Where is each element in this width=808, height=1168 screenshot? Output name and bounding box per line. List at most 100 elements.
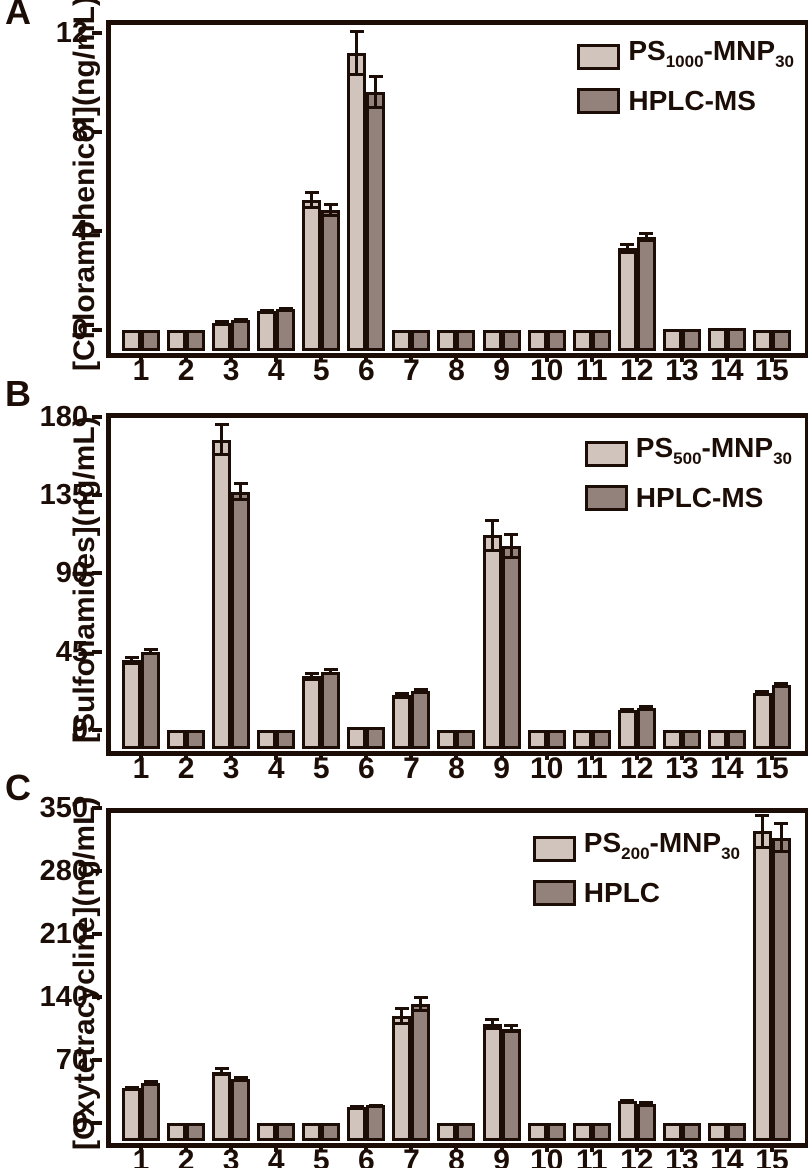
bar-hplc-cat14 <box>726 1123 746 1141</box>
legend-swatch <box>532 835 576 862</box>
error-bar-line <box>239 1076 243 1082</box>
error-bar-cap <box>143 1082 158 1086</box>
x-axis-tick <box>139 353 143 362</box>
error-bar-cap <box>755 689 770 693</box>
error-bar-line <box>779 823 783 853</box>
bar-hplc-cat13 <box>681 1123 701 1141</box>
x-axis-category-label: 5 <box>312 1144 330 1168</box>
error-bar-cap <box>214 453 229 457</box>
bar-ps500mnp30-cat6 <box>347 726 367 749</box>
legend: PS500-MNP30 HPLC-MS <box>584 433 792 522</box>
y-axis-tick <box>92 869 102 873</box>
error-bar-cap <box>639 705 654 709</box>
error-bar-line <box>329 204 333 216</box>
y-axis-tick <box>92 571 102 576</box>
x-axis-tick <box>409 751 414 760</box>
legend-label: HPLC-MS <box>635 482 764 513</box>
legend-item: PS200-MNP30 <box>532 827 740 869</box>
bar-ps500mnp30-cat11 <box>572 730 592 749</box>
legend-label: PS200-MNP30 <box>583 827 740 864</box>
error-bar-line <box>310 191 314 209</box>
bar-ps1000mnp30-cat2 <box>167 330 187 351</box>
x-axis-category-label: 2 <box>177 1144 195 1168</box>
bar-ps500mnp30-cat10 <box>527 730 547 749</box>
x-axis-tick <box>364 1143 369 1152</box>
error-bar-line <box>625 244 629 253</box>
x-axis-tick <box>679 1143 684 1152</box>
x-axis-tick <box>769 353 774 362</box>
error-bar-cap <box>413 996 428 999</box>
x-axis-category-label: 13 <box>665 1144 699 1168</box>
x-axis-category-label: 1 <box>132 1144 150 1168</box>
y-axis-tick-label: 8 <box>71 116 88 148</box>
error-bar-line <box>400 692 404 698</box>
bar-ps1000mnp30-cat14 <box>707 327 727 351</box>
error-bar-line <box>310 672 314 680</box>
error-bar-line <box>419 997 423 1012</box>
error-bar-cap <box>774 822 789 826</box>
legend-item: HPLC <box>532 878 740 908</box>
x-axis-tick <box>409 353 414 362</box>
x-axis-category-label: 3 <box>222 752 240 785</box>
error-bar-cap <box>304 677 319 681</box>
y-axis-tick <box>92 1058 102 1062</box>
error-bar-cap <box>214 320 229 324</box>
legend-item: HPLC-MS <box>577 86 794 116</box>
x-axis-tick <box>274 353 279 362</box>
bar-hplcms-cat14 <box>726 730 746 749</box>
bar-hplcms-cat6 <box>366 726 386 749</box>
panel-letter-b: B <box>5 373 31 414</box>
x-axis-category-label: 6 <box>358 1144 375 1168</box>
y-axis-tick <box>92 806 102 810</box>
error-bar-cap <box>304 671 319 675</box>
y-axis-tick-label: 140 <box>39 981 88 1013</box>
x-axis-tick <box>589 1143 594 1152</box>
panel-oxytetracycline: C [Oxytetracycline](ng/mL) 0 70 140 210 280 3… <box>0 770 808 1168</box>
legend-swatch <box>584 485 628 511</box>
x-axis-tick <box>319 751 324 760</box>
bar-hplcms-cat8 <box>456 730 476 749</box>
x-axis-category-label: 2 <box>177 752 195 785</box>
x-axis-tick <box>184 353 189 362</box>
panel-letter-c: C <box>5 767 31 808</box>
error-bar-cap <box>259 310 274 314</box>
x-axis-category-label: 1 <box>132 752 150 785</box>
y-axis-tick <box>92 229 102 233</box>
error-bar-cap <box>278 308 293 312</box>
panel-sulfonamides: B [Sulfonamides](ng/mL) 0 45 90 135 180 1 2 3 4 5… <box>0 373 808 784</box>
bar-ps1000mnp30-cat15 <box>752 330 772 351</box>
error-bar-cap <box>755 814 770 818</box>
bar-hplcms-cat1 <box>141 330 160 351</box>
x-axis-tick <box>724 353 729 362</box>
error-bar-cap <box>413 688 428 692</box>
x-axis-tick <box>769 1143 774 1152</box>
x-axis-tick <box>229 1143 234 1152</box>
y-axis-tick <box>92 130 102 134</box>
x-axis-category-label: 7 <box>403 752 420 785</box>
y-axis-tick-label: 0 <box>71 1107 88 1139</box>
error-bar-cap <box>323 672 338 675</box>
bar-hplcms-cat2 <box>186 330 206 351</box>
y-axis-tick <box>92 649 102 654</box>
x-axis-tick <box>139 751 143 760</box>
bar-hplcms-cat4 <box>276 730 296 749</box>
bar-ps500mnp30-cat14 <box>707 730 727 749</box>
x-axis-category-label: 11 <box>575 1144 608 1168</box>
error-bar-cap <box>143 648 158 652</box>
x-axis-category-label: 6 <box>358 354 375 387</box>
x-axis-tick <box>274 751 279 760</box>
bar-hplc-cat4 <box>276 1123 296 1141</box>
bar-ps200mnp30-cat14 <box>707 1123 727 1141</box>
error-bar-cap <box>620 243 635 247</box>
x-axis-tick <box>274 1143 279 1152</box>
error-bar-cap <box>755 692 770 696</box>
x-axis-tick <box>319 1143 324 1152</box>
legend-swatch <box>577 88 621 114</box>
x-axis-category-label: 5 <box>312 354 330 387</box>
bar-ps1000mnp30-cat10 <box>527 330 547 351</box>
x-axis-category-label: 1 <box>132 354 150 387</box>
legend-swatch <box>532 880 576 906</box>
bar-ps1000mnp30-cat9 <box>482 330 502 351</box>
error-bar-cap <box>349 73 364 77</box>
error-bar-cap <box>233 319 248 323</box>
